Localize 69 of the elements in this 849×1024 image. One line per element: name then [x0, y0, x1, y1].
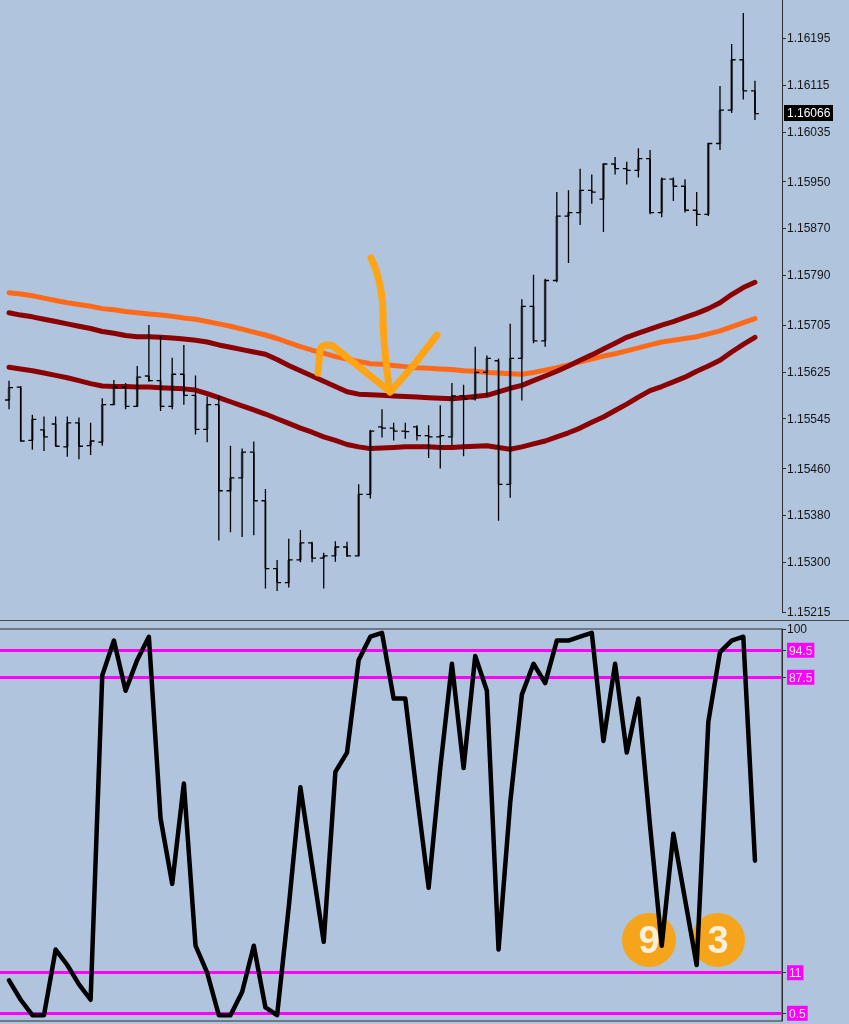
y-tick-label: 94.5 [789, 643, 813, 658]
candlestick [365, 429, 375, 500]
line-series [6, 630, 758, 1018]
y-tick-label: 1.15545 [787, 411, 831, 426]
candlestick [295, 529, 306, 563]
y-tick-label: 100 [787, 622, 808, 636]
y-tick-label: 1.15950 [787, 174, 831, 189]
candlestick [703, 142, 713, 217]
candlestick [633, 147, 644, 179]
candlestick [563, 189, 574, 264]
candlestick [575, 168, 585, 226]
y-tick-label: 11 [789, 966, 802, 981]
candlestick [750, 80, 760, 121]
candlestick [610, 156, 620, 176]
candlestick [132, 365, 142, 408]
candlestick [458, 384, 469, 457]
text: 1.16066 [784, 105, 834, 121]
candlestick [190, 374, 201, 436]
y-tick-label: 1.15790 [787, 268, 831, 283]
y-tick-label: 1.15705 [787, 318, 831, 333]
candlestick [435, 404, 445, 470]
candlestick [109, 379, 119, 406]
candlestick [225, 445, 236, 533]
number-badge: 9 [622, 913, 676, 967]
y-tick-label: 1.15300 [787, 555, 831, 570]
candlestick [598, 163, 609, 233]
candlestick [552, 191, 562, 283]
candlestick [86, 422, 96, 456]
candlestick [284, 538, 294, 589]
candlestick [540, 278, 550, 348]
candlestick [260, 488, 271, 590]
candlestick [447, 382, 457, 447]
y-tick-label: 1.15625 [787, 364, 831, 379]
y-tick-label: 87.5 [789, 670, 813, 685]
candlestick [377, 408, 387, 439]
y-tick-label: 1.15460 [787, 461, 831, 476]
y-tick-label: 1.16195 [787, 31, 831, 46]
candlestick [179, 344, 189, 406]
y-tick-label: 1.15380 [787, 508, 831, 523]
candlestick [517, 298, 527, 402]
candlestick [4, 380, 14, 411]
candlestick [319, 552, 329, 590]
candlestick [39, 415, 49, 452]
candlestick [587, 173, 597, 205]
candlestick [330, 540, 340, 563]
candlestick [120, 382, 131, 411]
candlestick [727, 43, 737, 114]
y-tick-label: 1.15870 [787, 221, 831, 236]
y-tick-label: 1.16035 [787, 124, 831, 139]
candlestick [155, 335, 166, 412]
candlestick [214, 394, 224, 542]
candlestick [470, 346, 480, 402]
candlestick [354, 483, 364, 557]
candlestick [657, 176, 667, 218]
y-tick-label: 1.16115 [787, 77, 830, 92]
y-tick-label: 1.15215 [787, 605, 831, 619]
y-tick-label: 0.5 [789, 1006, 807, 1021]
candlestick [74, 416, 84, 460]
candlestick [715, 85, 725, 151]
candlestick [505, 323, 515, 499]
candlestick [202, 395, 212, 443]
candlestick [272, 559, 282, 592]
candlestick [27, 413, 37, 451]
candlestick [97, 397, 107, 447]
candlestick [62, 415, 72, 458]
candlestick [237, 447, 247, 538]
candlestick [249, 440, 259, 536]
candlestick [167, 357, 177, 411]
candlestick [482, 354, 492, 398]
